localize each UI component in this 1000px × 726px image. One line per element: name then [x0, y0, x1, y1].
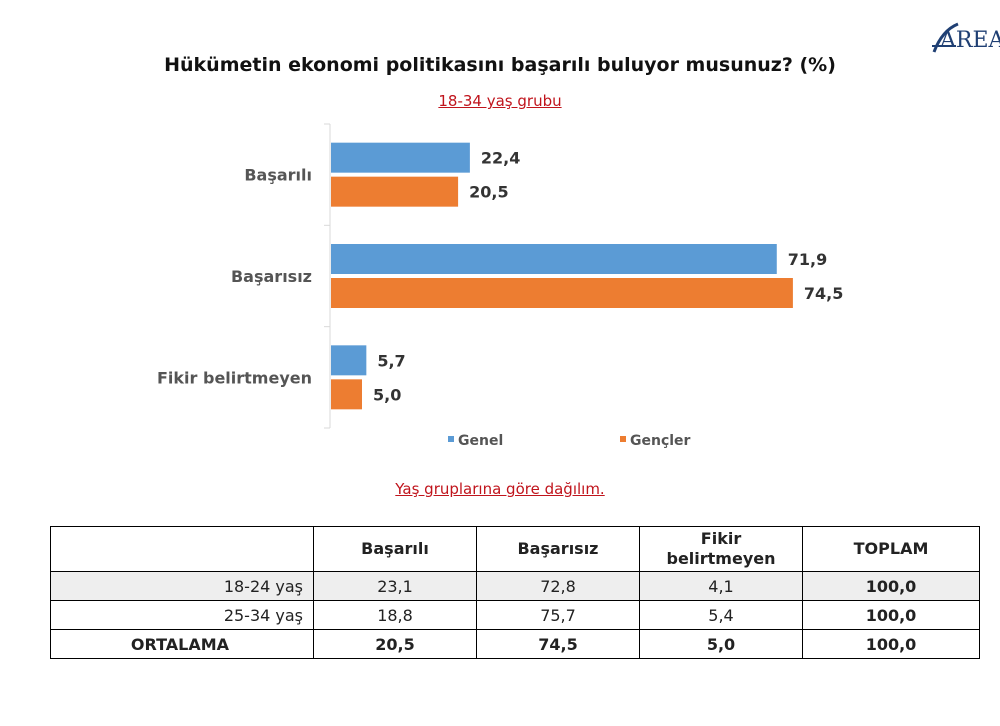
bar-chart: Başarılı 22,4 20,5 Başarısız 71,9 74,5 Fikir b…: [157, 123, 843, 449]
row-label: 18-24 yaş: [50, 571, 314, 601]
data-label: 5,7: [377, 351, 405, 370]
table-cell: 18,8: [313, 600, 477, 630]
category-label: Başarılı: [244, 166, 312, 185]
chart-title: Hükümetin ekonomi politikasını başarılı …: [164, 54, 836, 76]
table-row: 25-34 yaş 18,8 75,7 5,4 100,0: [50, 600, 980, 630]
table-cell: 72,8: [476, 571, 640, 601]
legend-label: Genel: [458, 433, 503, 449]
table-cell: 100,0: [802, 571, 980, 601]
table-cell: 100,0: [802, 600, 980, 630]
table-header-cell: [50, 526, 314, 572]
table-row: 18-24 yaş 23,1 72,8 4,1 100,0: [50, 571, 980, 601]
bar-genel: [331, 244, 777, 274]
table-cell: 23,1: [313, 571, 477, 601]
table-cell: 75,7: [476, 600, 640, 630]
bar-gençler: [331, 379, 362, 410]
row-label: ORTALAMA: [50, 629, 314, 659]
bar-genel: [331, 345, 367, 376]
table-header-cell: Fikir belirtmeyen: [639, 526, 803, 572]
data-label: 22,4: [481, 149, 520, 168]
bar-genel: [331, 142, 470, 173]
row-label: 25-34 yaş: [50, 600, 314, 630]
table-cell: 4,1: [639, 571, 803, 601]
table-cell: 5,0: [639, 629, 803, 659]
category-label: Fikir belirtmeyen: [157, 368, 312, 387]
bar-gençler: [331, 278, 793, 308]
distribution-table: Başarılı Başarısız Fikir belirtmeyen TOP…: [50, 526, 980, 659]
table-header-row: Başarılı Başarısız Fikir belirtmeyen TOP…: [50, 526, 980, 572]
table-header-cell: TOPLAM: [802, 526, 980, 572]
table-cell: 20,5: [313, 629, 477, 659]
table-caption: Yaş gruplarına göre dağılım.: [395, 480, 605, 498]
area-logo: AREA: [930, 22, 1000, 58]
table-cell: 5,4: [639, 600, 803, 630]
bar-gençler: [331, 176, 459, 207]
data-label: 5,0: [373, 385, 401, 404]
logo-swoosh-icon: [932, 22, 959, 53]
data-label: 74,5: [804, 284, 843, 303]
table-header-cell: Başarısız: [476, 526, 640, 572]
chart-subtitle: 18-34 yaş grubu: [438, 92, 562, 110]
data-label: 20,5: [469, 183, 508, 202]
table-cell: 100,0: [802, 629, 980, 659]
table-header-cell: Başarılı: [313, 526, 477, 572]
data-label: 71,9: [788, 250, 827, 269]
table-cell: 74,5: [476, 629, 640, 659]
legend-swatch: [448, 436, 454, 442]
legend-swatch: [620, 436, 626, 442]
logo-text: AREA: [940, 28, 1000, 53]
legend-label: Gençler: [630, 433, 691, 449]
category-label: Başarısız: [231, 267, 312, 286]
table-row-total: ORTALAMA 20,5 74,5 5,0 100,0: [50, 629, 980, 659]
